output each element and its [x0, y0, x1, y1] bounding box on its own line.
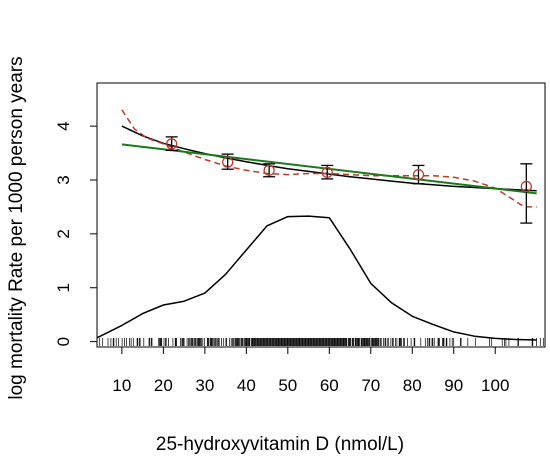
error-bars-group	[165, 136, 533, 224]
y-axis-label: log mortality Rate per 1000 person years	[6, 56, 27, 399]
rug-marks	[99, 338, 544, 346]
x-tick-label: 100	[481, 376, 509, 395]
y-axis: 0 1 2 3 4	[54, 121, 97, 346]
x-tick-label: 60	[320, 376, 339, 395]
density-curve-group	[96, 215, 537, 341]
y-tick-label: 4	[54, 121, 73, 130]
data-point	[166, 138, 178, 150]
black-density-curve	[96, 215, 537, 341]
red-dashed-curve	[121, 109, 537, 208]
black-solid-curve	[121, 125, 537, 192]
x-axis-label: 25-hydroxyvitamin D (nmol/L)	[156, 434, 404, 455]
y-tick-label: 2	[54, 229, 73, 238]
y-tick-label: 0	[54, 337, 73, 346]
y-tick-label: 1	[54, 283, 73, 292]
data-point	[263, 164, 275, 176]
x-axis: 10 20 30 40 50 60 70 80 90 100	[112, 347, 509, 395]
x-tick-label: 90	[444, 376, 463, 395]
plot-frame	[96, 82, 546, 348]
data-point	[222, 156, 234, 168]
x-tick-label: 70	[361, 376, 380, 395]
data-point	[412, 168, 425, 181]
x-tick-label: 20	[154, 376, 173, 395]
series-layer	[121, 109, 537, 208]
y-tick-label: 3	[54, 175, 73, 184]
x-tick-label: 50	[278, 376, 297, 395]
x-tick-label: 30	[195, 376, 214, 395]
x-tick-label: 80	[403, 376, 422, 395]
data-point	[321, 166, 333, 179]
x-tick-label: 10	[112, 376, 131, 395]
x-tick-label: 40	[237, 376, 256, 395]
green-straight-line	[121, 143, 537, 195]
data-point	[520, 180, 532, 193]
